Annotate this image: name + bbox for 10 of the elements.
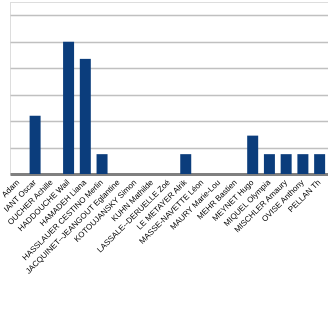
bar [96,154,108,174]
bar [247,136,258,174]
bar [314,154,326,174]
bar [63,42,74,174]
bar [264,154,275,174]
bar [297,154,308,174]
bar [80,58,91,174]
bar [30,116,41,174]
bar [280,154,292,174]
bar [180,154,192,174]
